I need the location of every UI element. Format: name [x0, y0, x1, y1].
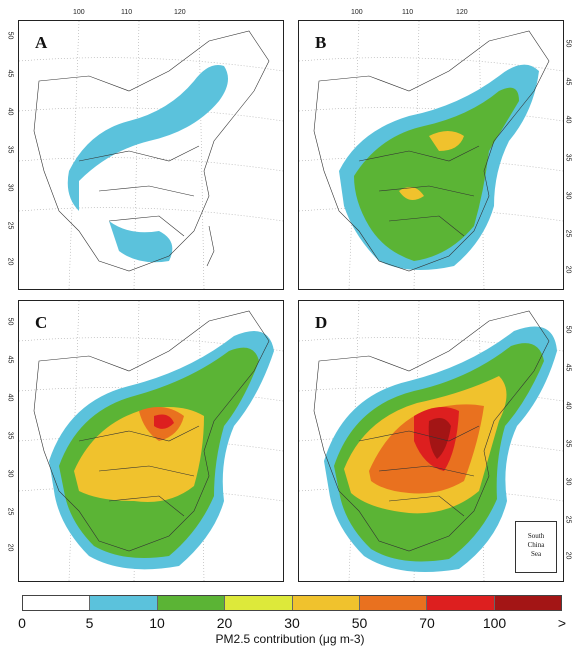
- lat-label-50-b: 50: [564, 39, 572, 48]
- map-b-canvas: [299, 21, 563, 289]
- lat-label-45-a: 45: [6, 69, 14, 78]
- lat-label-20-a: 20: [6, 257, 14, 266]
- lat-label-40-a: 40: [6, 107, 14, 116]
- colorbar-tick: 30: [284, 615, 300, 631]
- colorbar-tick: 100: [482, 615, 507, 631]
- map-panel-b: B: [298, 20, 564, 290]
- lat-label-40-c: 40: [6, 393, 14, 402]
- lat-label-35-d: 35: [564, 439, 572, 448]
- lat-label-45-b: 45: [564, 77, 572, 86]
- pm-layer: [49, 331, 274, 570]
- lon-label-110-a: 110: [121, 9, 133, 16]
- inset-line-2: China: [527, 541, 545, 549]
- colorbar-label: PM2.5 contribution (μg m-3): [215, 632, 365, 646]
- colorbar-segment-3: [225, 596, 293, 610]
- lat-label-50-a: 50: [6, 31, 14, 40]
- map-panel-a: A: [18, 20, 284, 290]
- concentration-zone-0: [67, 65, 228, 211]
- concentration-zone-2: [399, 131, 464, 200]
- lon-label-120-a: 120: [174, 9, 186, 16]
- lat-label-40-b: 40: [564, 115, 572, 124]
- colorbar-tick: 50: [351, 615, 368, 631]
- boundaries: [313, 310, 550, 552]
- colorbar-segment-2: [157, 596, 226, 610]
- panel-letter-c: C: [35, 313, 48, 332]
- lat-label-25-b: 25: [564, 229, 572, 238]
- lat-label-25-d: 25: [564, 515, 572, 524]
- colorbar-segment-0: [23, 596, 91, 610]
- concentration-zone-1: [109, 221, 173, 263]
- pm-layer: [67, 65, 228, 263]
- map-a-canvas: [19, 21, 283, 289]
- colorbar-tick: 5: [85, 615, 94, 631]
- colorbar-segment-1: [90, 596, 158, 610]
- inset-line-1: South: [527, 532, 545, 540]
- boundaries: [33, 310, 270, 552]
- map-panel-d: D South China Sea: [298, 300, 564, 582]
- colorbar-tick: 10: [149, 615, 165, 631]
- lat-label-30-b: 30: [564, 191, 572, 200]
- lat-label-20-c: 20: [6, 543, 14, 552]
- lat-label-30-a: 30: [6, 183, 14, 192]
- lat-label-50-c: 50: [6, 317, 14, 326]
- boundaries: [313, 30, 550, 272]
- lat-label-50-d: 50: [564, 325, 572, 334]
- south-china-sea-inset: South China Sea: [515, 521, 557, 573]
- lat-label-25-a: 25: [6, 221, 14, 230]
- lat-label-20-d: 20: [564, 551, 572, 560]
- lat-label-45-d: 45: [564, 363, 572, 372]
- pm-layer: [324, 326, 557, 573]
- colorbar-segment-6: [427, 596, 495, 610]
- lat-label-45-c: 45: [6, 355, 14, 364]
- colorbar-tick: 20: [216, 615, 233, 631]
- inset-line-3: Sea: [530, 550, 542, 558]
- lat-label-40-d: 40: [564, 401, 572, 410]
- colorbar-tick: 70: [419, 615, 435, 631]
- colorbar-segment-5: [359, 596, 428, 610]
- lat-label-35-b: 35: [564, 153, 572, 162]
- colorbar-tick: >: [557, 615, 567, 631]
- lon-label-100-b: 100: [351, 9, 363, 16]
- lat-label-30-c: 30: [6, 469, 14, 478]
- panel-letter-a: A: [35, 33, 48, 52]
- lat-label-35-a: 35: [6, 145, 14, 154]
- lon-label-120-b: 120: [456, 9, 468, 16]
- map-c-canvas: [19, 301, 283, 581]
- pm-layer: [339, 64, 539, 270]
- lat-label-35-c: 35: [6, 431, 14, 440]
- lat-label-30-d: 30: [564, 477, 572, 486]
- lat-label-20-b: 20: [564, 265, 572, 274]
- colorbar-segment-4: [292, 596, 360, 610]
- colorbar: [22, 595, 562, 611]
- concentration-zone-4: [154, 414, 174, 429]
- concentration-zone-1: [354, 87, 519, 262]
- boundaries: [33, 30, 270, 272]
- colorbar-tick: 0: [18, 615, 26, 631]
- colorbar-segment-7: [494, 596, 561, 610]
- panel-letter-d: D: [315, 313, 328, 332]
- panel-letter-b: B: [315, 33, 327, 52]
- map-panel-c: C: [18, 300, 284, 582]
- lon-label-110-b: 110: [402, 9, 414, 16]
- map-d-canvas: [299, 301, 563, 581]
- lon-label-100-a: 100: [73, 9, 85, 16]
- lat-label-25-c: 25: [6, 507, 14, 516]
